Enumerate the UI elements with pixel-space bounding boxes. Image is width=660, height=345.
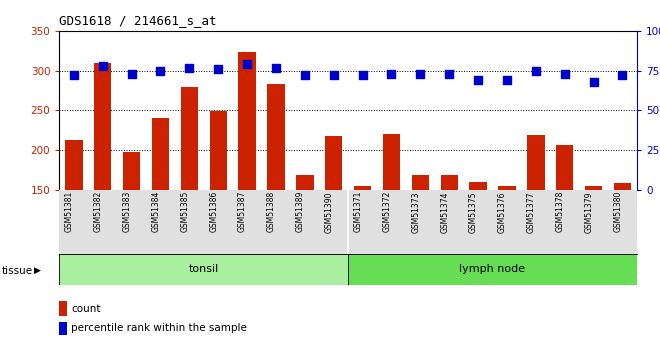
Point bbox=[415, 71, 426, 77]
Bar bbox=[238, 52, 256, 190]
Point bbox=[98, 63, 108, 69]
Bar bbox=[498, 186, 515, 190]
Bar bbox=[527, 135, 544, 190]
Text: percentile rank within the sample: percentile rank within the sample bbox=[71, 324, 247, 333]
Text: GDS1618 / 214661_s_at: GDS1618 / 214661_s_at bbox=[59, 14, 217, 27]
Bar bbox=[65, 140, 82, 190]
Bar bbox=[123, 152, 140, 190]
Text: GSM51390: GSM51390 bbox=[325, 191, 334, 233]
Text: GSM51381: GSM51381 bbox=[65, 191, 74, 232]
Point bbox=[560, 71, 570, 77]
Text: GSM51380: GSM51380 bbox=[613, 191, 622, 233]
Text: tonsil: tonsil bbox=[189, 264, 219, 274]
Bar bbox=[469, 182, 486, 190]
Point bbox=[126, 71, 137, 77]
Point bbox=[357, 73, 368, 78]
Point bbox=[213, 66, 224, 72]
Point bbox=[329, 73, 339, 78]
Point bbox=[271, 65, 281, 70]
Text: tissue: tissue bbox=[1, 266, 32, 276]
Text: GSM51388: GSM51388 bbox=[267, 191, 276, 232]
Text: GSM51383: GSM51383 bbox=[123, 191, 131, 233]
Point bbox=[300, 73, 310, 78]
Bar bbox=[94, 63, 112, 190]
Text: ▶: ▶ bbox=[34, 266, 41, 275]
Text: GSM51389: GSM51389 bbox=[296, 191, 305, 233]
Point bbox=[531, 68, 541, 73]
Point bbox=[588, 79, 599, 85]
Text: GSM51382: GSM51382 bbox=[94, 191, 103, 232]
Bar bbox=[59, 254, 348, 285]
Bar bbox=[412, 176, 429, 190]
Text: GSM51375: GSM51375 bbox=[469, 191, 478, 233]
Bar bbox=[348, 254, 637, 285]
Bar bbox=[614, 184, 631, 190]
Text: GSM51385: GSM51385 bbox=[180, 191, 189, 233]
Bar bbox=[181, 87, 198, 190]
Bar bbox=[210, 111, 227, 190]
Text: GSM51386: GSM51386 bbox=[209, 191, 218, 233]
Text: lymph node: lymph node bbox=[459, 264, 525, 274]
Bar bbox=[441, 176, 458, 190]
Text: GSM51378: GSM51378 bbox=[556, 191, 565, 233]
Bar bbox=[152, 118, 169, 190]
Text: count: count bbox=[71, 304, 101, 314]
Text: GSM51384: GSM51384 bbox=[151, 191, 160, 233]
Text: GSM51373: GSM51373 bbox=[411, 191, 420, 233]
Point bbox=[155, 68, 166, 73]
Point bbox=[184, 65, 195, 70]
Point bbox=[444, 71, 455, 77]
Point bbox=[242, 62, 252, 67]
Point bbox=[473, 78, 483, 83]
Bar bbox=[296, 176, 314, 190]
Bar bbox=[383, 134, 400, 190]
Text: GSM51371: GSM51371 bbox=[354, 191, 362, 233]
Point bbox=[617, 73, 628, 78]
Bar bbox=[585, 186, 602, 190]
Text: GSM51379: GSM51379 bbox=[585, 191, 593, 233]
Bar bbox=[267, 84, 284, 190]
Bar bbox=[556, 145, 574, 190]
Point bbox=[502, 78, 512, 83]
Text: GSM51372: GSM51372 bbox=[382, 191, 391, 233]
Text: GSM51374: GSM51374 bbox=[440, 191, 449, 233]
Text: GSM51387: GSM51387 bbox=[238, 191, 247, 233]
Text: GSM51376: GSM51376 bbox=[498, 191, 507, 233]
Point bbox=[69, 73, 79, 78]
Bar bbox=[354, 186, 371, 190]
Text: GSM51377: GSM51377 bbox=[527, 191, 536, 233]
Point bbox=[386, 71, 397, 77]
Bar bbox=[325, 136, 343, 190]
